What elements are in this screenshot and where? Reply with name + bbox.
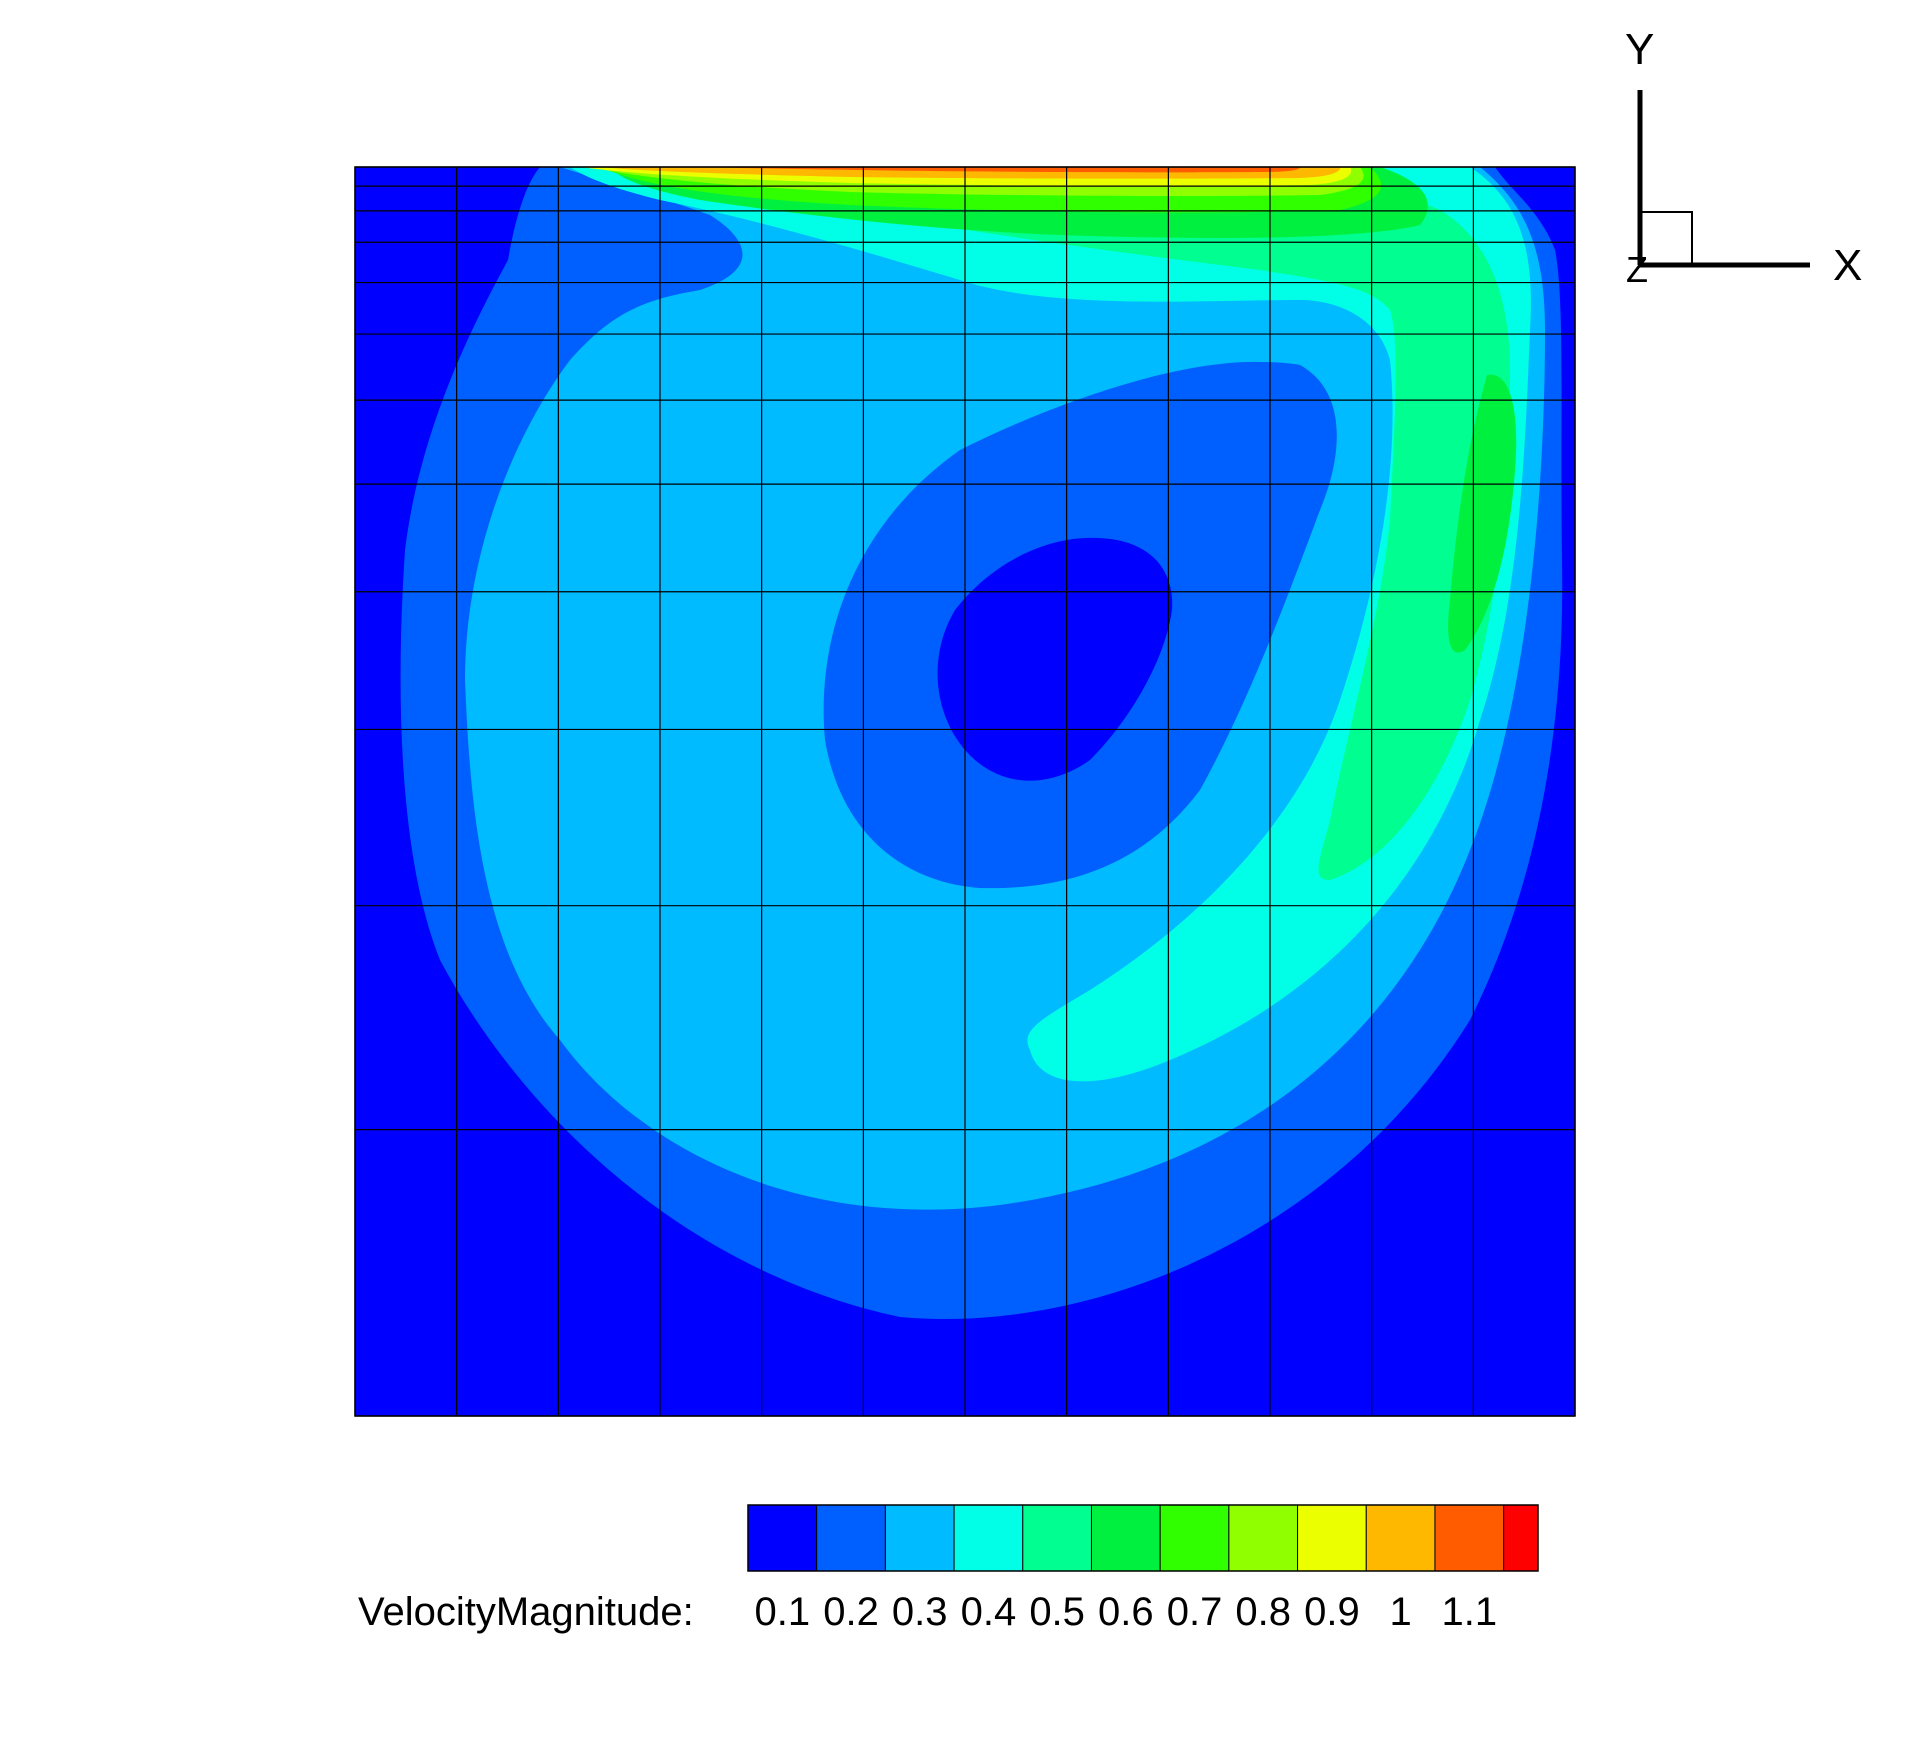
colorbar-swatch-11 xyxy=(1503,1504,1539,1572)
colorbar-variable-label: VelocityMagnitude: xyxy=(358,1590,694,1634)
colorbar-tick-label: 0.8 xyxy=(1235,1590,1291,1634)
triad-x-label: X xyxy=(1833,241,1862,290)
colorbar-tick-label: 0.4 xyxy=(961,1590,1017,1634)
colorbar-tick-label: 0.5 xyxy=(1029,1590,1085,1634)
colorbar-swatch-1 xyxy=(816,1504,886,1572)
colorbar-tick-label: 0.7 xyxy=(1167,1590,1223,1634)
colorbar-swatch-8 xyxy=(1297,1504,1367,1572)
colorbar-swatch-5 xyxy=(1090,1504,1161,1572)
colorbar-swatch-6 xyxy=(1159,1504,1230,1572)
band-1-1 xyxy=(700,167,1300,173)
triad-z-label: Z xyxy=(1626,249,1648,290)
colorbar-tick-labels: 0.1 0.2 0.3 0.4 0.5 0.6 0.7 0.8 0.9 1 1.1 xyxy=(755,1590,1498,1634)
band-0-1-inner xyxy=(937,537,1173,781)
colorbar-tick-label: 0.3 xyxy=(892,1590,948,1634)
colorbar-tick-label: 0.2 xyxy=(823,1590,879,1634)
colorbar-swatch-0 xyxy=(747,1504,818,1572)
triad-z-box xyxy=(1639,211,1693,266)
colorbar-swatch-2 xyxy=(884,1504,955,1572)
axes-triad: Y X Z xyxy=(1625,25,1862,290)
band-0-6-right xyxy=(1448,374,1517,653)
colorbar-tick-label: 1.1 xyxy=(1441,1590,1497,1634)
colorbar-swatch-9 xyxy=(1365,1504,1436,1572)
colorbar-swatch-4 xyxy=(1022,1504,1092,1572)
colorbar-swatches xyxy=(747,1504,1539,1572)
colorbar-swatch-7 xyxy=(1228,1504,1299,1572)
colorbar-swatch-3 xyxy=(953,1504,1024,1572)
colorbar-tick-label: 0.6 xyxy=(1098,1590,1154,1634)
triad-y-label: Y xyxy=(1625,25,1654,74)
band-0-5 xyxy=(760,187,1510,881)
band-0-4 xyxy=(570,167,1531,1082)
colorbar-frame xyxy=(747,1504,1539,1572)
colorbar-swatch-10 xyxy=(1434,1504,1505,1572)
colorbar-tick-label: 0.9 xyxy=(1304,1590,1360,1634)
colorbar-tick-label: 1 xyxy=(1389,1590,1411,1634)
colorbar-tick-label: 0.1 xyxy=(755,1590,811,1634)
plot-frame xyxy=(354,166,1576,1417)
colorbar: VelocityMagnitude: 0.1 0.2 0.3 0.4 0.5 0.6 0.7… xyxy=(358,1504,1539,1634)
